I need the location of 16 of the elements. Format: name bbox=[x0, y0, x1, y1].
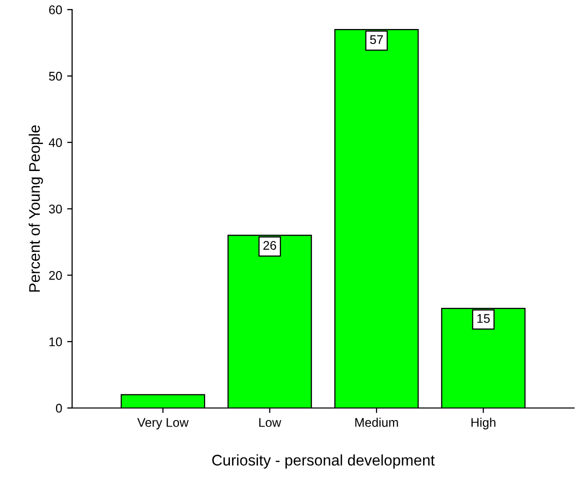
y-tick-label: 40 bbox=[48, 138, 62, 148]
x-tick-label: High bbox=[472, 418, 496, 430]
y-tick-label: 50 bbox=[49, 72, 62, 81]
data-label: 57 bbox=[370, 35, 383, 44]
y-tick-label: 60 bbox=[49, 5, 62, 14]
data-label: 26 bbox=[263, 241, 276, 250]
y-tick-label: 10 bbox=[49, 337, 62, 346]
y-axis-title: Percent of Young People bbox=[28, 125, 43, 292]
data-label: 15 bbox=[477, 314, 490, 323]
y-tick-label: 30 bbox=[48, 204, 62, 214]
x-tick-label: Medium bbox=[355, 418, 398, 427]
x-tick-label: Low bbox=[259, 418, 282, 427]
y-tick-label: 20 bbox=[49, 271, 62, 280]
x-axis-title: Curiosity - personal development bbox=[212, 454, 435, 469]
x-tick-label: Very Low bbox=[137, 418, 189, 430]
y-tick-label: 0 bbox=[56, 404, 62, 413]
